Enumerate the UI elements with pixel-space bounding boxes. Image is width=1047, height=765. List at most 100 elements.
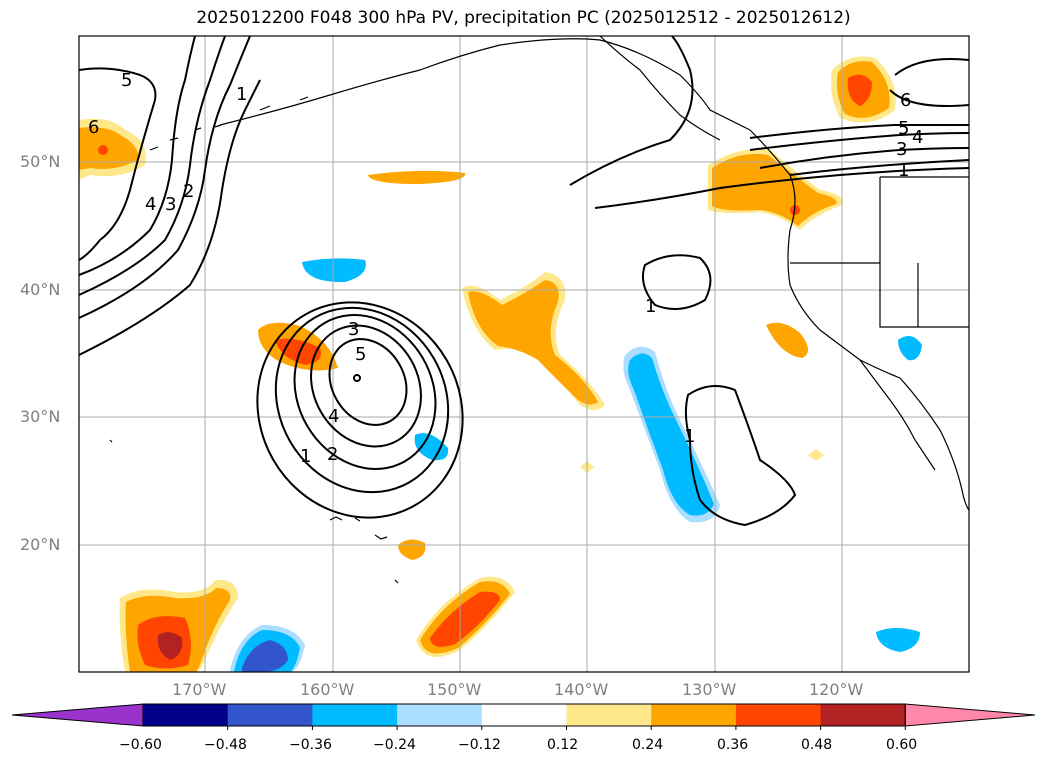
coastlines xyxy=(109,36,969,584)
colorbar-segment xyxy=(397,704,483,726)
lon-label-150w: 150°W xyxy=(427,680,482,699)
contour-label: 3 xyxy=(165,194,176,215)
contour-label: 4 xyxy=(145,194,156,215)
precip-peak xyxy=(157,632,183,660)
contour-label: 2 xyxy=(327,444,338,465)
pv-contour xyxy=(79,36,251,319)
precip-shading xyxy=(79,56,922,672)
graticule xyxy=(79,36,969,672)
baja-coast xyxy=(859,359,936,471)
colorbar-extend-max xyxy=(904,703,1036,727)
colorbar-tick-label: 0.36 xyxy=(717,737,749,753)
precip-positive-area xyxy=(766,322,809,358)
canada-coast xyxy=(599,36,721,141)
colorbar-tick-label: 0.12 xyxy=(547,737,579,753)
colorbar-segment xyxy=(651,704,737,726)
north-america-coast xyxy=(749,129,969,511)
precip-peak xyxy=(430,591,500,647)
precip-negative-area xyxy=(414,433,449,461)
lon-label-160w: 160°W xyxy=(300,680,355,699)
colorbar-tick-label: 0.60 xyxy=(886,737,918,753)
pv-contour xyxy=(789,159,969,176)
pv-contour xyxy=(256,301,464,519)
colorbar-extend-min xyxy=(11,703,144,727)
pv-contour xyxy=(274,306,450,494)
us-border xyxy=(790,176,969,328)
lon-label-130w: 130°W xyxy=(682,680,737,699)
pv-contour xyxy=(759,147,969,169)
contour-label: 2 xyxy=(183,181,194,202)
precip-positive-area xyxy=(808,449,824,461)
precip-peak xyxy=(847,74,872,106)
colorbar-tick-label: 0.48 xyxy=(801,737,833,753)
map-title: 2025012200 F048 300 hPa PV, precipitatio… xyxy=(196,8,851,28)
precip-negative-area xyxy=(876,628,920,652)
lat-label-40n: 40°N xyxy=(20,280,61,299)
contour-labels: 5 1 4 3 2 6 3 5 4 2 1 1 1 6 5 4 3 1 xyxy=(88,70,923,467)
pv-contour xyxy=(749,132,969,151)
contour-label: 1 xyxy=(684,426,695,447)
pv-contour xyxy=(594,167,969,209)
map-frame xyxy=(78,35,970,673)
colorbar-segment xyxy=(143,704,229,726)
precip-positive-area xyxy=(398,539,426,560)
colorbar-segment xyxy=(481,704,567,726)
precip-positive-area xyxy=(79,127,139,170)
pv-contour xyxy=(293,314,437,470)
contour-label: 6 xyxy=(88,117,99,138)
pv-center xyxy=(353,374,361,382)
contour-label: 4 xyxy=(328,406,339,427)
pv-contour xyxy=(328,338,408,426)
colorbar-tick-label: −0.48 xyxy=(204,737,247,753)
pv-contour xyxy=(79,79,261,356)
contour-label: 1 xyxy=(236,84,247,105)
colorbar-outline xyxy=(142,703,906,727)
lon-label-170w: 170°W xyxy=(172,680,227,699)
pv-contour xyxy=(642,254,712,310)
contour-label: 3 xyxy=(348,319,359,340)
precip-negative-area xyxy=(242,640,288,672)
pv-contour xyxy=(684,385,797,527)
precip-peak xyxy=(98,145,108,155)
map-plot-area: 5 1 4 3 2 6 3 5 4 2 1 1 1 6 5 4 3 1 xyxy=(79,36,969,672)
pv-contour xyxy=(749,123,969,139)
colorbar-tick-label: −0.36 xyxy=(289,737,332,753)
precip-positive-area xyxy=(712,153,837,226)
contour-label: 1 xyxy=(898,160,909,181)
colorbar-segment xyxy=(312,704,398,726)
lat-label-30n: 30°N xyxy=(20,407,61,426)
contour-label: 3 xyxy=(896,139,907,160)
islands xyxy=(109,439,399,584)
alaska-coast xyxy=(219,38,751,131)
lon-label-140w: 140°W xyxy=(554,680,609,699)
precip-positive-area xyxy=(468,280,598,405)
pv-contour xyxy=(79,67,157,261)
colorbar-tick-label: −0.12 xyxy=(458,737,501,753)
colorbar-tick-label: −0.60 xyxy=(119,737,162,753)
lat-label-50n: 50°N xyxy=(20,152,61,171)
contour-label: 5 xyxy=(355,344,366,365)
colorbar-segment xyxy=(820,704,906,726)
precip-negative-area xyxy=(302,258,366,283)
contour-label: 5 xyxy=(898,118,909,139)
colorbar-segment xyxy=(566,704,652,726)
contour-label: 4 xyxy=(912,127,923,148)
colorbar-tick-label: −0.24 xyxy=(373,737,416,753)
colorbar-segment xyxy=(735,704,822,726)
lon-label-120w: 120°W xyxy=(809,680,864,699)
contour-label: 1 xyxy=(645,296,656,317)
contour-label: 6 xyxy=(900,90,911,111)
lat-label-20n: 20°N xyxy=(20,535,61,554)
contour-label: 5 xyxy=(121,70,132,91)
precip-negative-area xyxy=(898,336,922,361)
colorbar-segment xyxy=(227,704,313,726)
colorbar-tick-label: 0.24 xyxy=(632,737,664,753)
pv-contours xyxy=(79,36,969,527)
colorbar xyxy=(11,703,1036,730)
pv-contour xyxy=(889,58,969,107)
contour-label: 1 xyxy=(300,446,311,467)
pv-contour xyxy=(79,36,226,296)
pv-contour xyxy=(569,36,694,186)
precip-positive-area xyxy=(368,170,466,184)
